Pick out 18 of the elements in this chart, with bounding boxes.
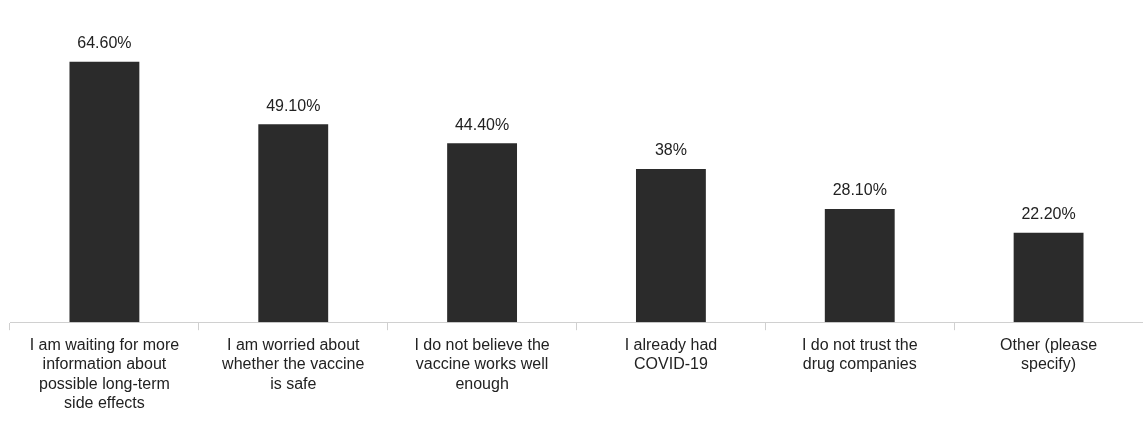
data-label: 44.40% <box>454 115 510 133</box>
data-label: 49.10% <box>266 96 321 114</box>
bar <box>258 124 329 323</box>
bar <box>824 208 895 323</box>
x-tick-label: I am worried about whether the vaccine is safe <box>221 336 365 392</box>
data-label: 38% <box>654 141 687 159</box>
x-tick-label: I do not believe the vaccine works well enough <box>414 336 550 392</box>
x-tick-label: I already had COVID-19 <box>624 336 718 373</box>
data-label: 64.60% <box>77 34 132 52</box>
x-tick-label: I do not trust the drug companies <box>801 336 918 373</box>
bar <box>1013 232 1084 323</box>
bar <box>635 169 706 323</box>
data-label: 28.10% <box>832 181 887 199</box>
x-tick-label: I am waiting for more information about possible long-term side effects <box>29 336 180 411</box>
bar <box>447 143 518 323</box>
bar <box>69 61 140 323</box>
data-label: 22.20% <box>1021 205 1076 223</box>
x-tick-label: Other (please specify) <box>1000 336 1098 373</box>
